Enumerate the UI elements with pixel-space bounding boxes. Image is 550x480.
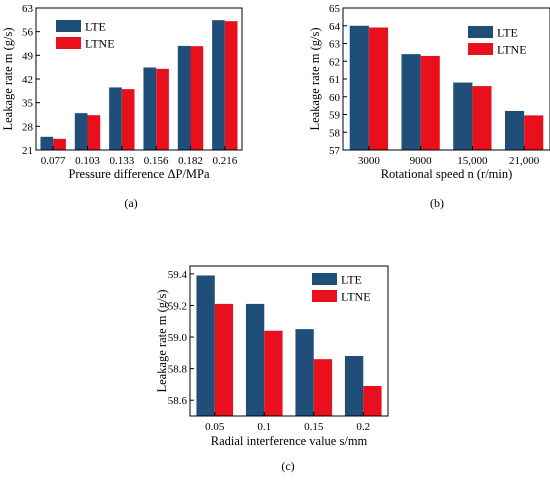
x-tick-label: 0.077	[41, 155, 66, 167]
bar-lte-2	[401, 54, 421, 150]
y-tick-label: 63	[329, 39, 341, 51]
y-tick-label: 35	[22, 98, 34, 110]
bar-lte-3	[453, 82, 473, 150]
x-tick-label: 0.05	[205, 421, 225, 433]
panel-caption: (c)	[281, 459, 294, 473]
x-tick-label: 21,000	[509, 155, 540, 167]
bar-lte-2	[74, 113, 88, 150]
x-tick-label: 0.2	[356, 421, 370, 433]
bar-ltne-2	[87, 115, 101, 150]
y-tick-label: 58.6	[168, 395, 188, 407]
plot-frame	[189, 265, 389, 417]
x-tick-label: 0.182	[178, 155, 203, 167]
panel-caption: (b)	[430, 196, 444, 210]
legend-label-lte: LTE	[341, 273, 362, 287]
y-tick-label: 28	[22, 121, 34, 133]
y-tick-label: 61	[329, 74, 340, 86]
y-tick-label: 42	[22, 74, 33, 86]
legend-label-ltne: LTNE	[497, 43, 527, 57]
bar-ltne-1	[214, 303, 234, 416]
y-tick-label: 58	[329, 127, 341, 139]
legend-label-ltne: LTNE	[341, 290, 371, 304]
y-tick-label: 65	[329, 3, 341, 15]
bar-ltne-2	[420, 55, 440, 150]
x-tick-label: 9000	[410, 155, 433, 167]
bar-lte-4	[344, 356, 364, 416]
bar-lte-5	[177, 45, 191, 151]
legend-swatch-ltne	[468, 43, 493, 55]
x-tick-label: 0.216	[212, 155, 237, 167]
legend-swatch-ltne	[312, 290, 337, 302]
y-tick-label: 56	[22, 27, 34, 39]
y-tick-label: 64	[329, 21, 341, 33]
bar-lte-6	[212, 20, 225, 151]
bar-lte-1	[349, 25, 369, 150]
bar-ltne-3	[472, 86, 492, 150]
x-tick-label: 0.133	[109, 155, 134, 167]
bar-lte-4	[504, 110, 525, 150]
bar-ltne-3	[121, 89, 135, 150]
x-axis-title: Pressure difference ΔP/MPa	[68, 167, 210, 181]
bar-ltne-5	[190, 46, 204, 151]
bar-lte-1	[40, 136, 54, 150]
chart-panel-3: 58.6 58.8 59.0 59.2 59.4 0.05 0.1 0.15 0.2Radial…	[155, 265, 389, 473]
y-tick-label: 60	[329, 92, 341, 104]
y-axis-title: Leakage rate m (g/s)	[1, 27, 15, 130]
x-tick-label: 0.156	[144, 155, 169, 167]
legend-swatch-lte	[468, 26, 493, 38]
y-tick-label: 62	[329, 56, 340, 68]
bar-ltne-3	[313, 359, 333, 416]
bar-lte-3	[295, 329, 314, 416]
bar-ltne-4	[363, 386, 382, 416]
x-tick-label: 0.15	[304, 421, 324, 433]
y-tick-label: 57	[329, 145, 341, 157]
legend-label-ltne: LTNE	[85, 37, 115, 51]
chart-panel-1: 21 28 35 42 49 56 63 0.077 0.103 0.133 0.156 0.182 0…	[1, 3, 243, 210]
y-tick-label: 59.4	[168, 269, 188, 281]
chart-panel-2: 57 58 59 60 61 62 63 64 65 3000 9000 15,000 21,000Ro…	[308, 3, 550, 210]
y-axis-title: Leakage rate m (g/s)	[155, 289, 169, 392]
y-tick-label: 59	[329, 110, 341, 122]
x-tick-label: 3000	[358, 155, 381, 167]
bar-ltne-4	[524, 115, 544, 150]
x-axis-title: Rotational speed n (r/min)	[381, 167, 513, 181]
bar-ltne-6	[224, 21, 238, 150]
panel-caption: (a)	[124, 196, 137, 210]
bar-ltne-2	[264, 330, 283, 416]
x-tick-label: 15,000	[457, 155, 488, 167]
y-tick-label: 59.2	[168, 300, 187, 312]
legend-label-lte: LTE	[497, 26, 518, 40]
bar-ltne-1	[53, 138, 66, 150]
y-tick-label: 59.0	[168, 332, 188, 344]
x-axis-title: Radial interference value s/mm	[211, 434, 368, 448]
y-tick-label: 21	[22, 145, 33, 157]
legend-label-lte: LTE	[85, 20, 106, 34]
legend-swatch-lte	[312, 273, 337, 285]
legend-swatch-ltne	[56, 37, 81, 49]
y-tick-label: 58.8	[168, 364, 188, 376]
y-tick-label: 63	[22, 3, 34, 15]
y-axis-title: Leakage rate m (g/s)	[308, 27, 322, 130]
bar-lte-4	[143, 67, 157, 150]
bar-lte-2	[245, 303, 265, 416]
x-tick-label: 0.1	[257, 421, 271, 433]
legend-swatch-lte	[56, 20, 81, 32]
bar-lte-3	[109, 87, 122, 150]
bar-ltne-4	[156, 68, 169, 150]
x-tick-label: 0.103	[75, 155, 100, 167]
y-tick-label: 49	[22, 50, 34, 62]
bar-ltne-1	[368, 27, 389, 151]
bar-lte-1	[196, 275, 215, 416]
